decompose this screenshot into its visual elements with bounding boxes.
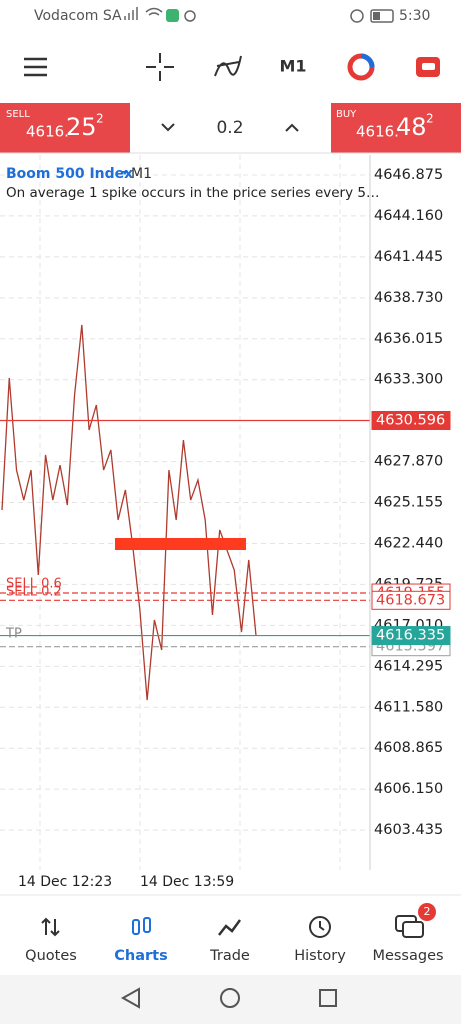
sell-price-sup: 2	[96, 112, 104, 126]
clock: 5:30	[399, 8, 430, 24]
status-icons	[124, 7, 394, 23]
nav-messages[interactable]: Messages 2	[372, 903, 444, 964]
nav-label: Messages	[372, 948, 443, 964]
order-label: SELL 0.2	[6, 585, 62, 600]
home-button[interactable]	[220, 988, 240, 1008]
y-tick-label: 4625.155	[374, 495, 443, 511]
price-level-label: 4616.335	[376, 628, 445, 644]
nav-trade[interactable]: Trade	[209, 919, 250, 964]
carrier: Vodacom SA	[34, 8, 122, 24]
price-level-tag	[371, 410, 451, 430]
y-tick-label: 4638.730	[374, 290, 443, 306]
nav-quotes[interactable]: Quotes	[25, 917, 77, 964]
volume-up[interactable]	[285, 123, 299, 132]
sell-label: SELL	[6, 109, 30, 120]
badge	[418, 903, 436, 921]
y-tick-label: 4636.015	[374, 331, 443, 347]
back-button[interactable]	[120, 987, 140, 1009]
nav-label: Charts	[114, 948, 167, 964]
buy-button[interactable]	[331, 103, 461, 153]
price-line	[1, 324, 257, 701]
sell-price: 4616.	[26, 123, 69, 141]
y-tick-label: 4641.445	[374, 249, 443, 265]
y-tick-label: 4603.435	[374, 822, 443, 838]
y-tick-label: 4644.160	[374, 208, 443, 224]
buy-price-big: 48	[396, 113, 427, 141]
y-tick-label: 4646.875	[374, 167, 443, 183]
nav-label: Trade	[209, 948, 250, 964]
recents-button[interactable]	[319, 989, 337, 1007]
buy-price: 4616.	[356, 123, 399, 141]
trade-button[interactable]	[416, 57, 440, 77]
y-tick-label: 4606.150	[374, 781, 443, 797]
chart-title: Boom 500 Index	[6, 166, 133, 182]
indicators-button[interactable]	[214, 55, 242, 77]
crosshair-button[interactable]	[146, 53, 174, 81]
objects-button[interactable]	[347, 53, 375, 81]
system-nav	[0, 975, 461, 1024]
price-level-label: 4630.596	[376, 412, 445, 428]
order-label: SELL 0.6	[6, 577, 62, 592]
nav-charts[interactable]: Charts	[114, 917, 168, 964]
volume-down[interactable]	[161, 123, 175, 132]
time-label: 14 Dec 13:59	[140, 874, 234, 890]
order-label: TP	[5, 627, 22, 642]
sell-price-big: 25	[66, 113, 97, 141]
sell-button[interactable]	[0, 103, 130, 153]
y-tick-label: 4633.300	[374, 372, 443, 388]
y-tick-label: 4611.580	[374, 699, 443, 715]
price-level-label: 4618.673	[376, 592, 445, 608]
title-caret[interactable]	[122, 171, 128, 175]
timeframe-button[interactable]: M1	[279, 57, 306, 76]
chart: 4646.875 4644.160 4641.445 4638.730 4636.015…	[0, 155, 451, 870]
volume[interactable]: 0.2	[216, 118, 243, 138]
y-tick-label: 4614.295	[374, 658, 443, 674]
nav-label: Quotes	[25, 948, 77, 964]
time-label: 14 Dec 12:23	[18, 874, 112, 890]
chart-timeframe: M1	[131, 166, 152, 182]
nav-label: History	[294, 948, 346, 964]
drawn-rectangle	[115, 538, 246, 550]
y-tick-label: 4627.870	[374, 454, 443, 470]
buy-price-sup: 2	[426, 112, 434, 126]
buy-label: BUY	[336, 109, 357, 120]
y-tick-label: 4622.440	[374, 535, 443, 551]
price-level-tag	[371, 590, 451, 610]
chart-subtitle: On average 1 spike occurs in the price s…	[6, 185, 379, 201]
menu-button[interactable]	[24, 57, 47, 77]
badge-count: 2	[424, 905, 431, 918]
y-tick-label: 4608.865	[374, 740, 443, 756]
nav-history[interactable]: History	[294, 916, 346, 964]
price-level-tag	[371, 626, 451, 646]
